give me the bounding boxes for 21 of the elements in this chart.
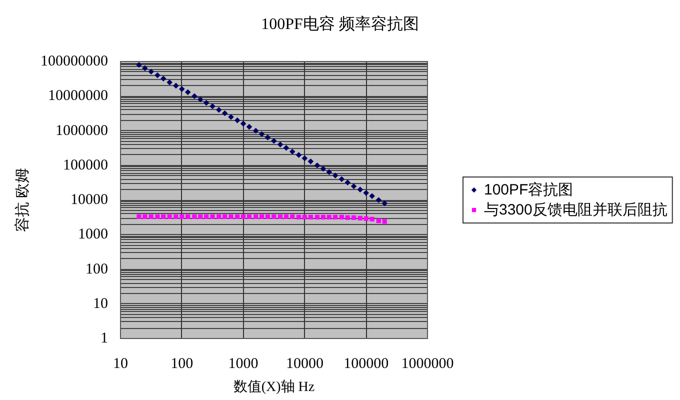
- y-tick-label: 100000: [63, 157, 108, 174]
- x-tick-label: 100: [170, 356, 194, 372]
- x-tick-label: 100000: [344, 356, 389, 372]
- x-tick-label: 10000: [286, 356, 324, 372]
- y-tick-label: 1: [100, 330, 108, 346]
- x-tick-label: 10: [113, 356, 128, 372]
- y-tick-label: 100: [86, 261, 108, 278]
- chart-title: 100PF电容 频率容抗图: [261, 15, 419, 33]
- legend-label: 100PF容抗图: [484, 182, 574, 198]
- y-tick-label: 10: [93, 296, 108, 312]
- x-axis-title: 数值(X)轴 Hz: [233, 379, 315, 395]
- legend-label: 与3300反馈电阻并联后阻抗: [484, 202, 668, 218]
- y-tick-label: 1000000: [56, 122, 108, 139]
- y-tick-label: 100000000: [40, 54, 108, 70]
- y-tick-label: 10000: [70, 192, 108, 208]
- y-tick-label: 1000: [78, 226, 108, 243]
- legend: 100PF容抗图 与3300反馈电阻并联后阻抗: [462, 176, 673, 224]
- y-axis-title: 容抗 欧姆: [14, 168, 31, 232]
- y-tick-label: 10000000: [48, 88, 108, 104]
- x-tick-label: 1000000: [401, 356, 454, 372]
- x-tick-label: 1000: [228, 356, 258, 372]
